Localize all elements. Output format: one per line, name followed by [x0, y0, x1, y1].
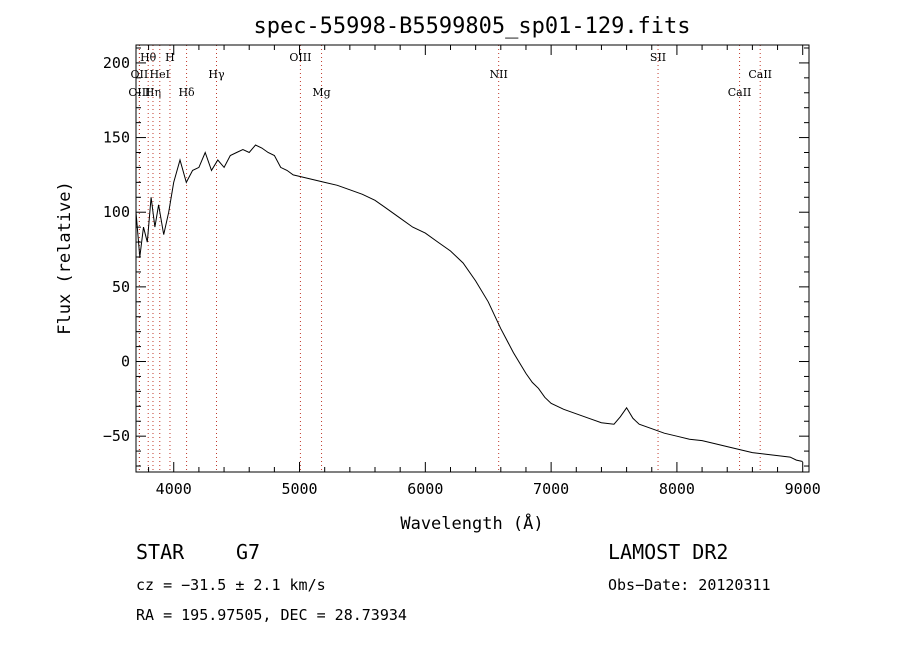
- y-axis-label: Flux (relative): [55, 181, 75, 335]
- x-tick-label: 6000: [407, 480, 443, 498]
- sky-coordinates: RA = 195.97505, DEC = 28.73934: [136, 606, 407, 624]
- x-tick-label: 8000: [659, 480, 695, 498]
- y-axis: −50 0 50 100 150 200: [103, 47, 809, 467]
- x-tick-label: 9000: [785, 480, 821, 498]
- line-marker-label: CaII: [728, 86, 752, 99]
- line-marker-label: SII: [650, 51, 666, 64]
- plot-frame: [135, 44, 810, 473]
- y-tick-label: 200: [103, 54, 130, 72]
- object-subclass: G7: [236, 540, 260, 564]
- y-tick-label: 150: [103, 129, 130, 147]
- line-marker-label: HeI: [150, 68, 170, 81]
- y-tick-label: 50: [112, 278, 130, 296]
- spectrum-line: [135, 144, 803, 462]
- x-tick-label: 4000: [156, 480, 192, 498]
- y-tick-label: 100: [103, 203, 130, 221]
- survey-name: LAMOST DR2: [608, 540, 728, 564]
- y-tick-label: −50: [103, 427, 130, 445]
- x-tick-label: 5000: [281, 480, 317, 498]
- redshift-value: cz = −31.5 ± 2.1 km/s: [136, 576, 326, 594]
- line-marker-label: H: [165, 51, 175, 64]
- line-marker-label: Hη: [145, 86, 161, 99]
- observation-date: Obs−Date: 20120311: [608, 576, 771, 594]
- object-type: STAR: [136, 540, 185, 564]
- y-tick-label: 0: [121, 353, 130, 371]
- line-marker-label: OII: [131, 68, 149, 81]
- x-axis: 4000 5000 6000 7000 8000 9000: [148, 45, 821, 498]
- x-axis-label: Wavelength (Å): [400, 512, 543, 534]
- line-marker-label: NII: [490, 68, 508, 81]
- line-marker-label: CaII: [748, 68, 772, 81]
- chart-title: spec-55998-B5599805_sp01-129.fits: [253, 14, 690, 39]
- line-marker-label: Mg: [312, 86, 330, 99]
- x-tick-label: 7000: [533, 480, 569, 498]
- line-marker-label: Hθ: [140, 51, 157, 64]
- line-marker-label: Hδ: [178, 86, 195, 99]
- line-marker-label: OIII: [289, 51, 311, 64]
- line-marker-label: Hγ: [208, 68, 225, 81]
